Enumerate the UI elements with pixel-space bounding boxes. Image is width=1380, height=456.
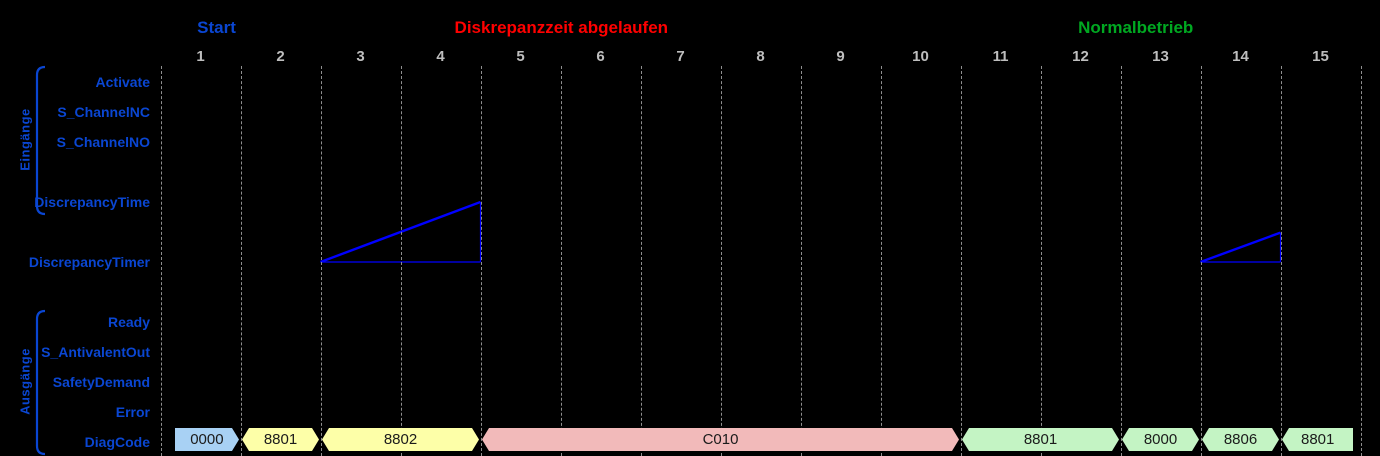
tick-label-3: 3 (356, 48, 365, 65)
diagcode-segment-8802: 8802 (322, 428, 479, 451)
signal-label-discrepancytimer: DiscrepancyTimer (28, 254, 150, 270)
signal-label-diagcode: DiagCode (84, 434, 150, 450)
tick-label-1: 1 (196, 48, 205, 65)
diagcode-segment-c010: C010 (482, 428, 959, 451)
diagcode-segment-8801: 8801 (242, 428, 319, 451)
gridline (1280, 66, 1282, 456)
diagcode-segment-8801: 8801 (962, 428, 1119, 451)
gridline (800, 66, 802, 456)
tick-label-9: 9 (836, 48, 845, 65)
gridline (240, 66, 242, 456)
diagcode-segment-0000: 0000 (175, 428, 239, 451)
signal-label-safetydemand: SafetyDemand (52, 374, 150, 390)
gridline (720, 66, 722, 456)
tick-label-10: 10 (912, 48, 929, 65)
gridline (160, 66, 162, 456)
gridline (1040, 66, 1042, 456)
tick-label-14: 14 (1232, 48, 1249, 65)
gridline (560, 66, 562, 456)
signal-label-discrepancytime: DiscrepancyTime (34, 194, 150, 210)
gridline (320, 66, 322, 456)
signal-label-error: Error (115, 404, 150, 420)
phase-label-normal: Normalbetrieb (1078, 18, 1194, 37)
diagcode-segment-8000: 8000 (1122, 428, 1199, 451)
phase-label-discrepancy: Diskrepanzzeit abgelaufen (454, 18, 669, 37)
phase-label-start: Start (197, 18, 236, 37)
gridline (480, 66, 482, 456)
diagcode-segment-8801: 8801 (1282, 428, 1354, 451)
tick-label-7: 7 (676, 48, 685, 65)
signal-label-s-channelno: S_ChannelNO (56, 134, 150, 150)
tick-label-2: 2 (276, 48, 285, 65)
gridline (1360, 66, 1362, 456)
tick-label-6: 6 (596, 48, 605, 65)
discrepancy-timer-ramp (1200, 231, 1281, 264)
tick-label-12: 12 (1072, 48, 1089, 65)
gridline (880, 66, 882, 456)
signal-label-activate: Activate (95, 74, 150, 90)
gridline (640, 66, 642, 456)
gridline (960, 66, 962, 456)
tick-label-8: 8 (756, 48, 765, 65)
signal-label-s-antivalentout: S_AntivalentOut (41, 344, 150, 360)
gridline (1200, 66, 1202, 456)
gridline (1120, 66, 1122, 456)
signal-label-s-channelnc: S_ChannelNC (57, 104, 150, 120)
tick-label-11: 11 (992, 48, 1009, 65)
gridline (400, 66, 402, 456)
tick-label-4: 4 (436, 48, 445, 65)
signal-label-ready: Ready (107, 314, 150, 330)
tick-label-15: 15 (1312, 48, 1329, 65)
diagcode-segment-8806: 8806 (1202, 428, 1279, 451)
tick-label-13: 13 (1152, 48, 1169, 65)
tick-label-5: 5 (516, 48, 525, 65)
